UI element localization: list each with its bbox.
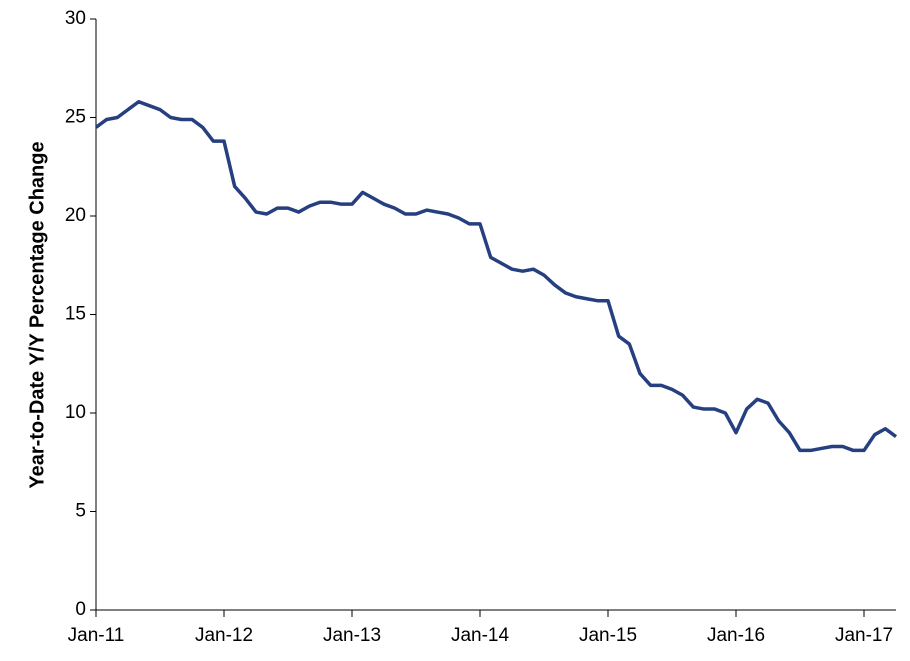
x-tick-label: Jan-16 [707, 625, 765, 646]
y-axis-label: Year-to-Date Y/Y Percentage Change [26, 141, 48, 488]
data-line [94, 99, 898, 453]
y-tick-label: 0 [75, 599, 86, 620]
x-tick-label: Jan-12 [195, 625, 253, 646]
x-tick-label: Jan-13 [323, 625, 381, 646]
y-tick-label: 25 [65, 107, 86, 128]
x-tick-label: Jan-17 [835, 625, 893, 646]
y-tick-label: 20 [65, 205, 86, 226]
x-tick-label: Jan-14 [451, 625, 510, 646]
x-tick-label: Jan-15 [579, 625, 637, 646]
y-tick-label: 10 [65, 402, 86, 423]
y-tick-label: 15 [65, 304, 86, 325]
y-tick-label: 5 [75, 501, 86, 522]
x-tick-label: Jan-11 [68, 625, 125, 646]
y-tick-label: 30 [65, 8, 86, 29]
